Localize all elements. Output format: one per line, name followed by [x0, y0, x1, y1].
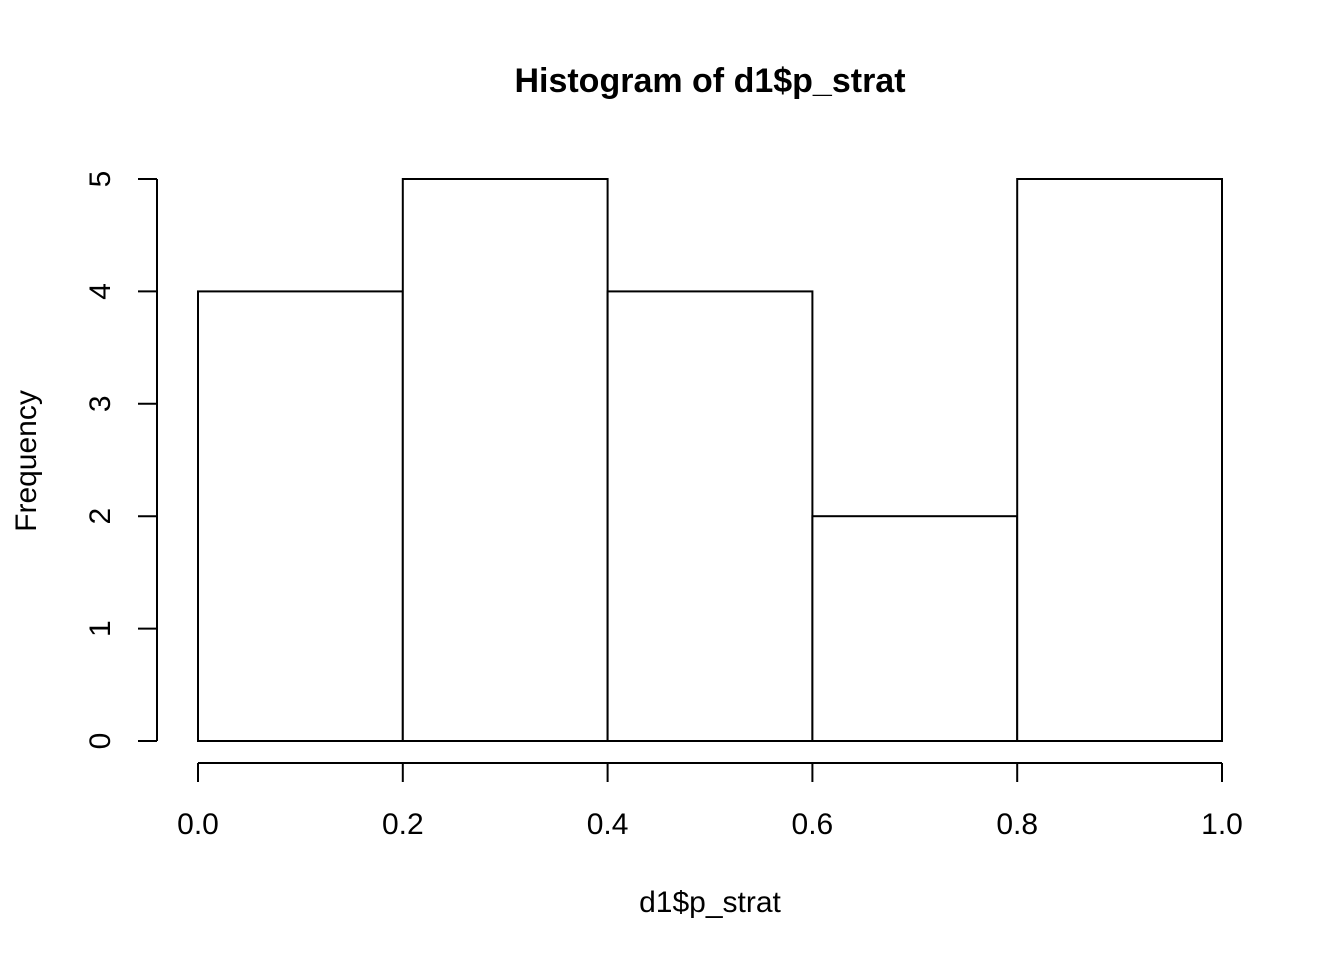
bars-group: [197, 178, 1224, 743]
x-tick-label-1: 0.2: [382, 808, 424, 841]
x-tick-label-2: 0.4: [587, 808, 629, 841]
histogram-bar-0: [197, 290, 404, 742]
y-tick-label-1: 1: [84, 620, 117, 637]
y-tick-label-2: 2: [84, 508, 117, 525]
histogram-bar-3: [811, 515, 1019, 743]
chart-title: Histogram of d1$p_strat: [514, 62, 905, 100]
y-tick-label-4: 4: [84, 283, 117, 300]
histogram-bar-4: [1016, 178, 1224, 742]
x-axis-label: d1$p_strat: [639, 886, 781, 919]
y-axis-label: Frequency: [10, 390, 43, 532]
histogram-bar-2: [606, 290, 814, 742]
y-tick-label-0: 0: [84, 733, 117, 750]
y-tick-label-5: 5: [84, 171, 117, 188]
y-tick-label-3: 3: [84, 395, 117, 412]
x-tick-label-0: 0.0: [177, 808, 219, 841]
x-tick-label-4: 0.8: [996, 808, 1038, 841]
histogram-bar-1: [401, 178, 609, 742]
x-tick-label-3: 0.6: [792, 808, 834, 841]
y-axis-ticks: 0 1 2 3 4 5: [84, 171, 157, 750]
x-tick-label-5: 1.0: [1201, 808, 1243, 841]
x-axis-ticks: 0.0 0.2 0.4 0.6 0.8 1.0: [177, 763, 1243, 841]
